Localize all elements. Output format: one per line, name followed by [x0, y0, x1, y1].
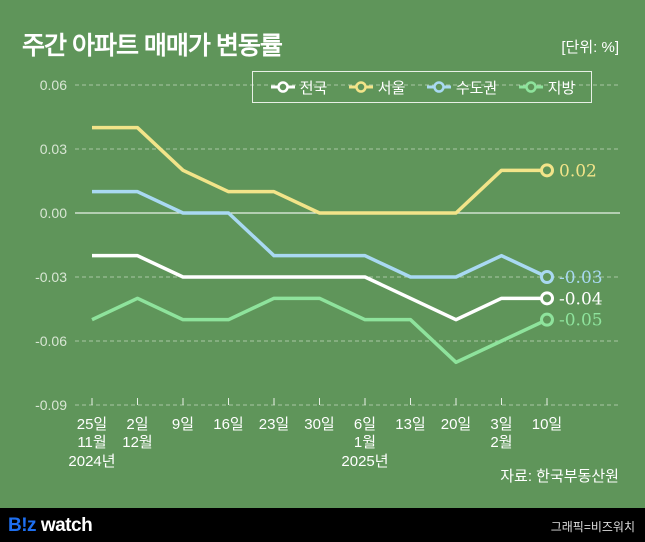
x-tick-label: 10일	[532, 416, 563, 433]
legend-label: 서울	[377, 79, 406, 97]
end-marker-capital	[540, 270, 554, 284]
y-tick-label: -0.03	[35, 269, 67, 285]
y-tick-label: 0.03	[40, 141, 67, 157]
legend-label: 수도권	[455, 79, 498, 97]
legend-label: 지방	[547, 79, 576, 97]
x-tick-label: 25일	[77, 416, 108, 433]
legend-item-national: 전국	[269, 77, 328, 98]
end-value-label-regional: -0.05	[559, 311, 603, 331]
end-value-label-capital: -0.03	[559, 268, 603, 288]
legend-item-regional: 지방	[517, 77, 576, 98]
legend: 전국 서울 수도권 지방	[252, 71, 592, 103]
x-tick-label: 13일	[395, 416, 426, 433]
series-line-seoul	[92, 125, 547, 215]
y-tick-label: 0.06	[40, 77, 67, 93]
series-line-capital	[92, 189, 548, 279]
legend-item-seoul: 서울	[347, 77, 406, 98]
legend-marker-icon	[518, 81, 543, 93]
footer-bar: B!z watch 그래픽=비즈워치	[0, 508, 645, 542]
legend-marker-icon	[426, 81, 451, 93]
x-year-label: 2025년	[341, 453, 388, 470]
series-line-regional	[91, 296, 548, 365]
unit-label: [단위: %]	[561, 39, 619, 56]
legend-item-capital: 수도권	[425, 77, 497, 98]
end-value-label-seoul: 0.02	[559, 161, 597, 181]
series-line-national	[92, 253, 547, 322]
legend-marker-icon	[348, 81, 373, 93]
x-month-label: 2월	[490, 434, 512, 451]
source-label: 자료: 한국부동산원	[500, 468, 619, 485]
end-marker-regional	[540, 312, 554, 327]
x-tick-label: 16일	[213, 416, 244, 433]
y-tick-label: -0.06	[35, 333, 67, 349]
x-tick-label: 23일	[259, 416, 290, 433]
x-tick-label: 6일	[354, 416, 376, 433]
x-year-label: 2024년	[68, 453, 115, 470]
graphic-credit: 그래픽=비즈워치	[550, 520, 635, 534]
x-month-label: 12월	[122, 434, 153, 451]
x-month-label: 1월	[354, 434, 376, 451]
y-tick-label: 0.00	[40, 205, 67, 221]
x-tick-label: 20일	[441, 416, 472, 433]
y-tick-label: -0.09	[35, 397, 67, 413]
x-month-label: 11월	[77, 434, 106, 451]
x-tick-label: 9일	[172, 416, 194, 433]
x-tick-label: 2일	[126, 416, 148, 433]
end-marker-national	[540, 291, 554, 306]
end-marker-seoul	[540, 163, 554, 178]
end-value-label-national: -0.04	[559, 289, 603, 309]
x-tick-label: 30일	[304, 416, 335, 433]
legend-marker-icon	[270, 81, 295, 93]
bizwatch-logo: B!z watch	[8, 515, 93, 536]
chart-title: 주간 아파트 매매가 변동률	[22, 32, 283, 60]
legend-label: 전국	[299, 79, 328, 97]
x-tick-label: 3일	[490, 416, 512, 433]
